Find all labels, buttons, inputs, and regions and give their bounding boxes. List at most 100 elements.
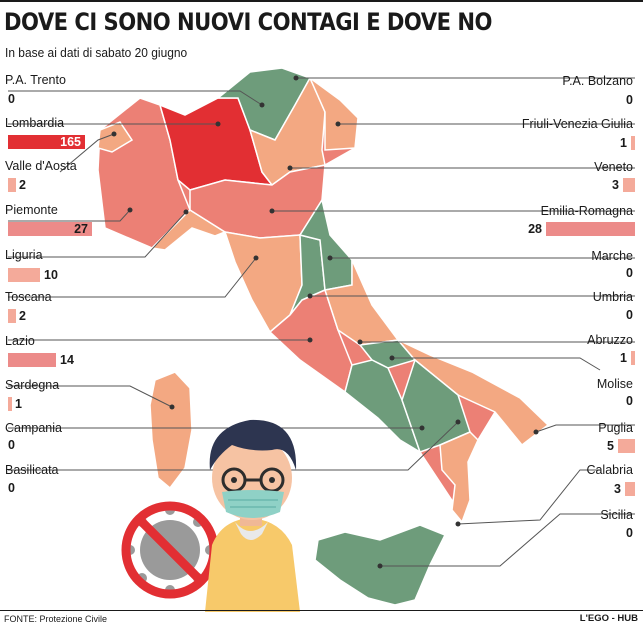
leader-basilicata (8, 421, 459, 471)
label-veneto: Veneto (594, 160, 633, 174)
dot-abruzzo (357, 339, 363, 345)
dot-puglia (533, 429, 539, 435)
value-piemonte: 27 (74, 222, 88, 236)
region-calabria (439, 431, 479, 524)
value-pa-bolzano: 0 (626, 93, 633, 107)
dot-veneto (287, 165, 293, 171)
dot-liguria (183, 209, 189, 215)
leader-toscana (8, 257, 257, 298)
dot-calabria (455, 521, 461, 527)
value-molise: 0 (626, 394, 633, 408)
dot-marche (327, 255, 333, 261)
label-molise: Molise (596, 377, 633, 391)
dot-sardegna (169, 404, 175, 410)
value-liguria: 10 (44, 268, 58, 282)
label-basilicata: Basilicata (5, 463, 59, 477)
bar-liguria (8, 268, 40, 282)
dot-umbria (307, 293, 313, 299)
dot-lombardia (215, 121, 221, 127)
dot-molise (389, 355, 395, 361)
leader-sardegna (8, 385, 173, 408)
top-rule (0, 0, 643, 2)
value-calabria: 3 (614, 482, 621, 496)
label-liguria: Liguria (5, 248, 43, 262)
value-lombardia: 165 (60, 135, 81, 149)
leader-trento (8, 90, 263, 106)
bar-puglia (618, 439, 635, 453)
dot-emilia (269, 208, 275, 214)
bar-veneto (623, 178, 635, 192)
region-veneto (248, 76, 326, 187)
region-valle-aosta (97, 121, 134, 153)
bar-lombardia: 165 (8, 135, 85, 149)
value-lazio: 14 (60, 353, 74, 367)
bottom-rule (0, 610, 643, 611)
dot-basilicata (455, 419, 461, 425)
leader-dots (111, 75, 539, 569)
value-campania: 0 (8, 438, 15, 452)
label-campania: Campania (5, 421, 62, 435)
virus-prohibition-icon (121, 501, 219, 599)
label-pa-bolzano: P.A. Bolzano (562, 74, 633, 88)
value-umbria: 0 (626, 308, 633, 322)
chart-subtitle: In base ai dati di sabato 20 giugno (5, 45, 188, 60)
brand-credit: L'EGO - HUB (579, 613, 638, 624)
value-puglia: 5 (607, 439, 614, 453)
label-lazio: Lazio (5, 334, 35, 348)
dot-lazio (307, 337, 313, 343)
value-marche: 0 (626, 266, 633, 280)
label-emilia-romagna: Emilia-Romagna (540, 204, 633, 218)
bar-abruzzo (631, 351, 635, 365)
source-note: FONTE: Protezione Civile (4, 614, 108, 624)
bar-friuli (631, 136, 635, 150)
label-puglia: Puglia (598, 421, 633, 435)
bar-emilia-romagna (546, 222, 635, 236)
dot-campania (419, 425, 425, 431)
value-valle-aosta: 2 (19, 178, 26, 192)
dot-sicilia (377, 563, 383, 569)
dot-piemonte (127, 207, 133, 213)
label-friuli: Friuli-Venezia Giulia (521, 117, 633, 131)
masked-person-illustration (205, 419, 300, 612)
bar-lazio (8, 353, 56, 367)
value-veneto: 3 (612, 178, 619, 192)
label-marche: Marche (591, 249, 633, 263)
dot-toscana (253, 255, 259, 261)
value-sicilia: 0 (626, 526, 633, 540)
leader-puglia (535, 424, 635, 433)
bar-toscana (8, 309, 16, 323)
value-sardegna: 1 (15, 397, 22, 411)
value-friuli: 1 (620, 136, 627, 150)
dot-friuli (335, 121, 341, 127)
bar-calabria (625, 482, 635, 496)
leader-molise (392, 357, 601, 371)
dot-valle-aosta (111, 131, 117, 137)
label-sardegna: Sardegna (5, 378, 60, 392)
leader-valle-aosta (59, 133, 115, 173)
leader-sicilia (380, 513, 635, 567)
value-basilicata: 0 (8, 481, 15, 495)
value-emilia-romagna: 28 (528, 222, 542, 236)
bar-valle-aosta (8, 178, 16, 192)
bar-sardegna (8, 397, 12, 411)
label-toscana: Toscana (5, 290, 52, 304)
region-sardegna (149, 371, 193, 490)
label-valle-aosta: Valle d'Aosta (5, 159, 77, 173)
leader-piemonte (8, 209, 131, 222)
label-lombardia: Lombardia (5, 116, 65, 130)
region-friuli (308, 75, 359, 151)
dot-trento (259, 102, 265, 108)
label-pa-trento: P.A. Trento (5, 73, 66, 87)
label-piemonte: Piemonte (5, 203, 58, 217)
leader-lines (8, 77, 635, 567)
label-calabria: Calabria (586, 463, 633, 477)
label-umbria: Umbria (592, 290, 633, 304)
chart-title: DOVE CI SONO NUOVI CONTAGI E DOVE NO (4, 8, 492, 36)
region-molise (358, 339, 417, 369)
leader-calabria (457, 469, 600, 525)
value-toscana: 2 (19, 309, 26, 323)
dot-bolzano (293, 75, 299, 81)
bar-piemonte: 27 (8, 222, 92, 236)
label-sicilia: Sicilia (600, 508, 633, 522)
